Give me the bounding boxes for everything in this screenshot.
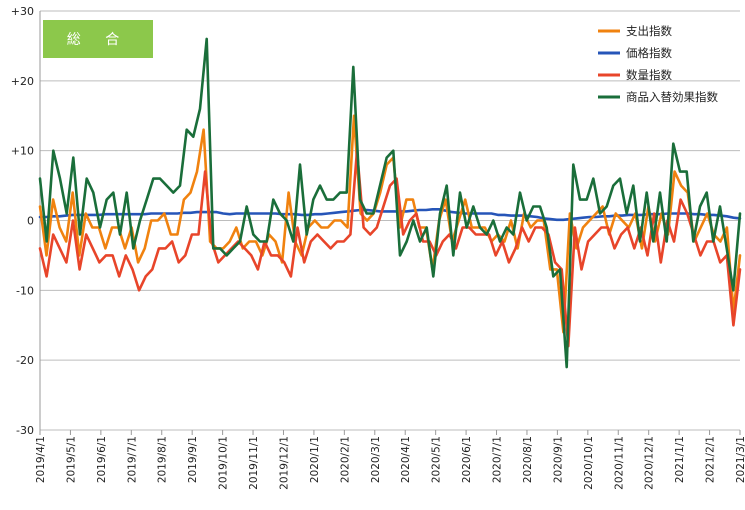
y-tick-label: -20: [16, 354, 34, 367]
x-tick-label: 2021/1/1: [674, 436, 686, 483]
badge: 総 合: [43, 20, 153, 58]
x-tick-label: 2020/12/1: [644, 436, 656, 490]
x-tick-label: 2019/11/1: [248, 436, 260, 490]
x-tick-label: 2019/9/1: [187, 436, 199, 483]
x-tick-label: 2020/11/1: [613, 436, 625, 490]
x-tick-label: 2019/10/1: [218, 436, 230, 490]
legend-label: 支出指数: [626, 24, 672, 38]
y-tick-label: -10: [16, 284, 34, 297]
x-tick-label: 2019/4/1: [35, 436, 47, 483]
y-tick-label: -30: [16, 424, 34, 437]
badge-label: 総 合: [67, 32, 129, 48]
x-tick-label: 2021/2/1: [705, 436, 717, 483]
y-tick-label: +30: [11, 5, 34, 18]
legend-label: 価格指数: [626, 46, 672, 60]
x-tick-label: 2019/7/1: [126, 436, 138, 483]
y-tick-label: +10: [11, 145, 34, 158]
x-axis: 2019/4/1 2019/5/1 2019/6/1 2019/7/1 2019/8/1…: [35, 430, 745, 490]
series-line-3: [38, 37, 742, 369]
legend-label: 数量指数: [626, 68, 672, 82]
x-tick-label: 2019/6/1: [96, 436, 108, 483]
x-tick-label: 2020/10/1: [583, 436, 595, 490]
x-tick-label: 2020/4/1: [400, 436, 412, 483]
x-tick-label: 2021/3/1: [735, 436, 745, 483]
x-tick-label: 2020/7/1: [492, 436, 504, 483]
series-line-1: [38, 208, 742, 222]
x-tick-label: 2020/6/1: [461, 436, 473, 483]
x-tick-label: 2019/8/1: [157, 436, 169, 483]
x-tick-label: 2020/5/1: [431, 436, 443, 483]
y-tick-label: 0: [27, 215, 34, 228]
x-tick-label: 2019/5/1: [65, 436, 77, 483]
series-line-2: [38, 149, 742, 348]
x-tick-label: 2020/2/1: [339, 436, 351, 483]
x-tick-label: 2020/3/1: [370, 436, 382, 483]
y-axis-ticks: +30 +20 +10 0 -10 -20 -30: [11, 5, 34, 437]
y-tick-label: +20: [11, 75, 34, 88]
series-line-0: [38, 114, 742, 334]
x-tick-label: 2019/12/1: [278, 436, 290, 490]
series-lines: [38, 37, 742, 369]
x-tick-label: 2020/8/1: [522, 436, 534, 483]
x-tick-label: 2020/9/1: [552, 436, 564, 483]
legend-label: 商品入替効果指数: [626, 90, 718, 104]
x-tick-label: 2020/1/1: [309, 436, 321, 483]
